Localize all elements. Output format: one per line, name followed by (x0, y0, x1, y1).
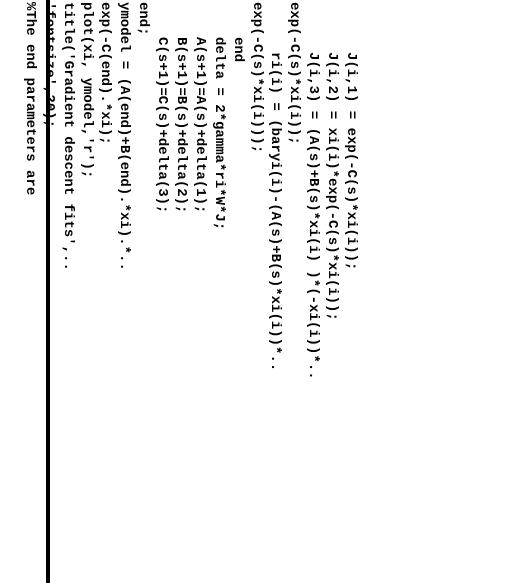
code-line: exp(-C(end).*xi); (96, 2, 115, 380)
code-line: C(s+1)=C(s)+delta(3); (152, 2, 171, 380)
code-line: end (228, 2, 247, 380)
code-line: J(i,1) = exp(-C(s)*xi(i)); (341, 2, 360, 380)
code-line: delta = 2*gamma*ri*W*J; (209, 2, 228, 380)
code-line: A(s+1)=A(s)+delta(1); (190, 2, 209, 380)
code-line: exp(-C(s)*xi(i))); (247, 2, 266, 380)
code-line: title('Gradient descent fits',.. (58, 2, 77, 380)
code-line: end; (133, 2, 152, 380)
code-line: ymodel = (A(end)+B(end).*xi).*.. (114, 2, 133, 380)
content-area: J(i,1) = exp(-C(s)*xi(i));J(i,2) = xi(i)… (50, 0, 525, 583)
code-line: B(s+1)=B(s)+delta(2); (171, 2, 190, 380)
code-line: ri(i) = (baryi(i)-(A(s)+B(s)*xi(i))*.. (266, 2, 285, 380)
code-line: plot(xi, ymodel,'r'); (77, 2, 96, 380)
code-block: J(i,1) = exp(-C(s)*xi(i));J(i,2) = xi(i)… (20, 2, 360, 380)
code-line: %The end parameters are (20, 2, 39, 380)
code-line: J(i,2) = xi(i)*exp(-C(s)*xi(i)); (322, 2, 341, 380)
code-line: J(i,3) = (A(s)+B(s)*xi(i) )*(-xi(i))*.. (303, 2, 322, 380)
code-line: 'fontsize',20); (39, 2, 58, 380)
code-line: exp(-C(s)*xi(i)); (284, 2, 303, 380)
